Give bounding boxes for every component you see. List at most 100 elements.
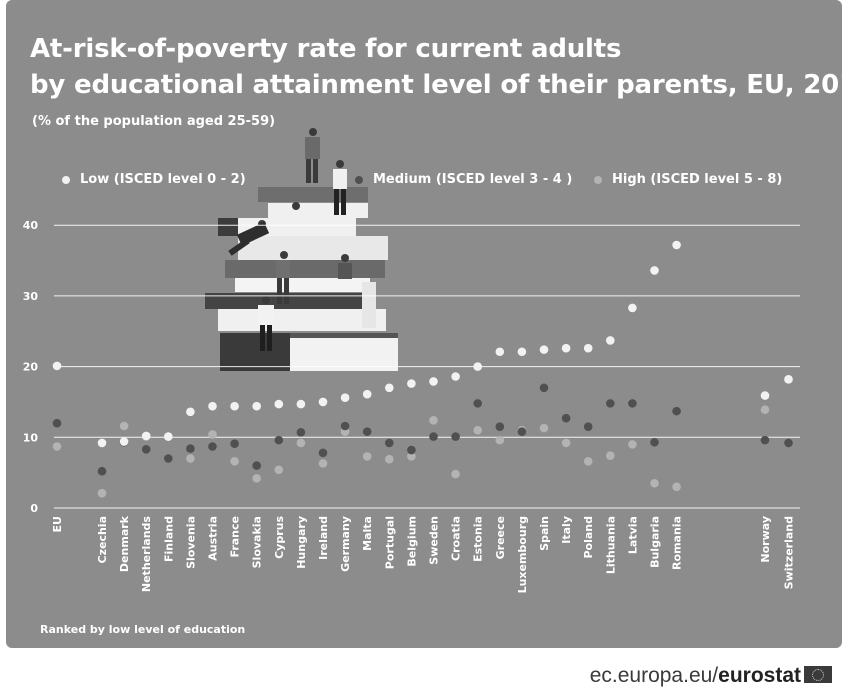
- data-point-low: [385, 383, 394, 393]
- x-tick-label: Sweden: [428, 516, 441, 565]
- data-point-medium: [296, 428, 306, 437]
- y-tick-label: 10: [23, 431, 39, 444]
- chart-footnote: Ranked by low level of education: [40, 623, 246, 636]
- data-point-medium: [230, 439, 239, 448]
- x-tick-label: Slovakia: [251, 516, 264, 568]
- data-point-high: [672, 482, 681, 492]
- data-point-medium: [252, 461, 261, 470]
- data-point-low: [296, 399, 306, 409]
- x-tick-label: Italy: [560, 516, 573, 544]
- data-point-medium: [561, 413, 571, 423]
- data-point-medium: [407, 445, 416, 455]
- data-point-low: [252, 401, 261, 411]
- chart-title-line-2: by educational attainment level of their…: [30, 70, 852, 100]
- data-point-medium: [517, 427, 527, 436]
- x-tick-label: Belgium: [405, 516, 418, 567]
- x-tick-label: Norway: [759, 516, 772, 563]
- data-point-high: [362, 452, 372, 461]
- data-point-low: [141, 431, 151, 441]
- legend-item-medium: Medium (ISCED level 3 - 4 ): [355, 172, 572, 187]
- data-point-medium: [362, 427, 372, 436]
- data-point-low: [583, 343, 593, 353]
- legend-label-low: Low (ISCED level 0 - 2): [80, 172, 246, 187]
- x-tick-label: Denmark: [118, 515, 131, 572]
- x-tick-label: Greece: [494, 516, 507, 559]
- legend-label-high: High (ISCED level 5 - 8): [612, 172, 783, 187]
- x-tick-label: Latvia: [626, 516, 639, 554]
- x-tick-label: Luxembourg: [516, 516, 529, 593]
- data-point-medium: [186, 444, 195, 453]
- x-tick-label: France: [229, 516, 242, 557]
- data-point-medium: [539, 383, 549, 393]
- data-point-medium: [164, 454, 173, 463]
- chart-panel: [6, 0, 842, 648]
- legend-marker-low: [62, 175, 70, 184]
- x-tick-label: Estonia: [472, 516, 485, 562]
- legend-item-low: Low (ISCED level 0 - 2): [62, 172, 246, 187]
- data-point-medium: [583, 422, 593, 431]
- y-tick-label: 30: [23, 290, 39, 303]
- x-tick-label: Ireland: [317, 516, 330, 560]
- legend-label-medium: Medium (ISCED level 3 - 4 ): [373, 172, 573, 187]
- data-point-low: [230, 401, 239, 411]
- data-point-medium: [385, 438, 394, 448]
- legend-marker-high: [594, 175, 602, 184]
- x-tick-label: Lithuania: [604, 516, 617, 574]
- eurostat-logo[interactable]: ec.europa.eu/eurostat: [590, 664, 832, 688]
- data-point-medium: [473, 399, 483, 408]
- data-point-high: [52, 442, 62, 451]
- data-point-high: [495, 435, 505, 445]
- data-point-high: [208, 430, 217, 439]
- data-point-low: [784, 375, 793, 384]
- legend-item-high: High (ISCED level 5 - 8): [594, 172, 782, 187]
- data-point-low: [606, 336, 615, 345]
- data-point-medium: [274, 435, 284, 445]
- data-point-high: [318, 459, 328, 468]
- data-point-low: [164, 432, 173, 441]
- data-point-high: [429, 416, 438, 425]
- x-tick-label: Finland: [162, 516, 175, 562]
- data-point-low: [340, 393, 350, 403]
- data-point-medium: [52, 418, 62, 428]
- data-point-medium: [97, 466, 107, 476]
- data-point-low: [760, 391, 770, 400]
- x-tick-label: Poland: [582, 516, 595, 559]
- data-point-high: [760, 405, 770, 415]
- data-point-low: [539, 345, 549, 354]
- data-point-high: [473, 425, 483, 435]
- data-point-high: [451, 469, 460, 479]
- data-point-medium: [340, 421, 350, 431]
- data-point-medium: [628, 399, 637, 408]
- data-point-high: [407, 452, 416, 461]
- data-point-low: [672, 240, 681, 250]
- data-point-low: [451, 372, 460, 381]
- books-illustration: [205, 128, 398, 371]
- data-point-medium: [495, 422, 505, 431]
- chart-subtitle: (% of the population aged 25-59): [32, 114, 276, 129]
- x-tick-label: Croatia: [450, 516, 463, 561]
- data-point-high: [186, 454, 195, 463]
- data-point-low: [495, 347, 505, 357]
- data-point-medium: [760, 435, 770, 445]
- x-tick-label: Switzerland: [783, 516, 796, 589]
- data-point-low: [362, 389, 372, 399]
- data-point-medium: [650, 437, 659, 447]
- x-tick-label: Cyprus: [273, 516, 286, 559]
- x-tick-label: Romania: [671, 516, 684, 570]
- x-tick-label: Slovenia: [184, 516, 197, 569]
- data-point-high: [561, 438, 571, 448]
- x-tick-label: EU: [51, 516, 64, 532]
- data-point-low: [407, 379, 416, 388]
- data-point-high: [252, 474, 261, 483]
- data-point-low: [561, 343, 571, 353]
- data-point-low: [318, 397, 328, 407]
- x-tick-label: Netherlands: [140, 516, 153, 593]
- x-tick-label: Portugal: [383, 516, 396, 569]
- data-point-high: [97, 488, 107, 498]
- data-point-high: [628, 440, 637, 449]
- data-point-high: [230, 457, 239, 466]
- data-point-medium: [208, 442, 217, 451]
- data-point-medium: [606, 399, 615, 408]
- y-tick-label: 0: [30, 502, 38, 515]
- data-point-low: [650, 266, 659, 275]
